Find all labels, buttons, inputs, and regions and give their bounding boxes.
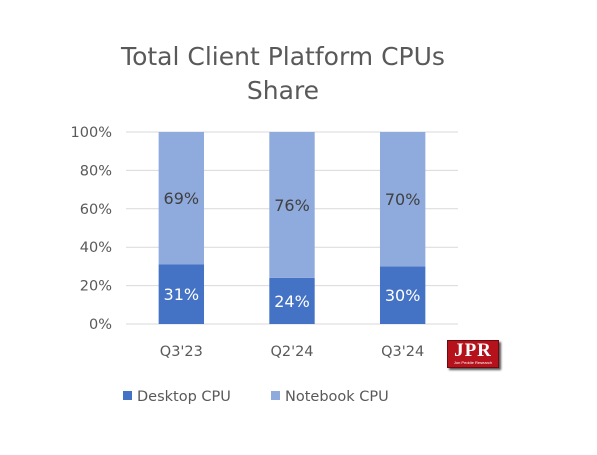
data-label: 69% xyxy=(164,189,200,208)
legend-swatch xyxy=(271,391,280,400)
legend-label: Notebook CPU xyxy=(285,389,389,405)
jpr-logo: JPR Jon Peddie Research xyxy=(447,340,499,368)
x-axis-categories: Q3'23 Q2'24 Q3'24 xyxy=(160,344,424,360)
x-category-label: Q3'23 xyxy=(160,344,203,360)
x-category-label: Q3'24 xyxy=(381,344,424,360)
logo-subtext: Jon Peddie Research xyxy=(453,360,493,365)
legend-label: Desktop CPU xyxy=(137,389,231,405)
y-tick-label: 40% xyxy=(80,240,112,256)
bar-notebook-cpu-3 xyxy=(379,132,426,267)
y-tick-label: 100% xyxy=(71,125,112,141)
y-tick-label: 80% xyxy=(80,163,112,179)
data-label: 76% xyxy=(274,196,310,215)
y-tick-label: 0% xyxy=(89,317,112,333)
data-label: 31% xyxy=(164,285,200,304)
chart-title: Total Client Platform CPUs Share xyxy=(120,42,445,105)
legend: Desktop CPU Notebook CPU xyxy=(123,389,389,405)
data-label: 24% xyxy=(274,292,310,311)
bar-desktop-cpu-1 xyxy=(158,264,205,324)
y-tick-label: 60% xyxy=(80,202,112,218)
logo-text: JPR xyxy=(454,340,492,361)
y-tick-label: 20% xyxy=(80,279,112,295)
data-labels: 31% 69% 24% 76% 30% 70% xyxy=(164,189,421,311)
data-label: 30% xyxy=(385,286,421,305)
bar-desktop-cpu-3 xyxy=(379,266,426,324)
bar-notebook-cpu-1 xyxy=(158,132,205,265)
bars xyxy=(158,132,426,324)
bar-notebook-cpu-2 xyxy=(269,132,315,278)
data-label: 70% xyxy=(385,190,421,209)
y-axis-ticks: 0% 20% 40% 60% 80% 100% xyxy=(71,125,112,333)
chart-title-line-2: Share xyxy=(247,76,319,105)
x-category-label: Q2'24 xyxy=(270,344,313,360)
chart-title-line-1: Total Client Platform CPUs xyxy=(120,42,445,71)
bar-desktop-cpu-2 xyxy=(269,277,315,324)
legend-swatch xyxy=(123,391,132,400)
